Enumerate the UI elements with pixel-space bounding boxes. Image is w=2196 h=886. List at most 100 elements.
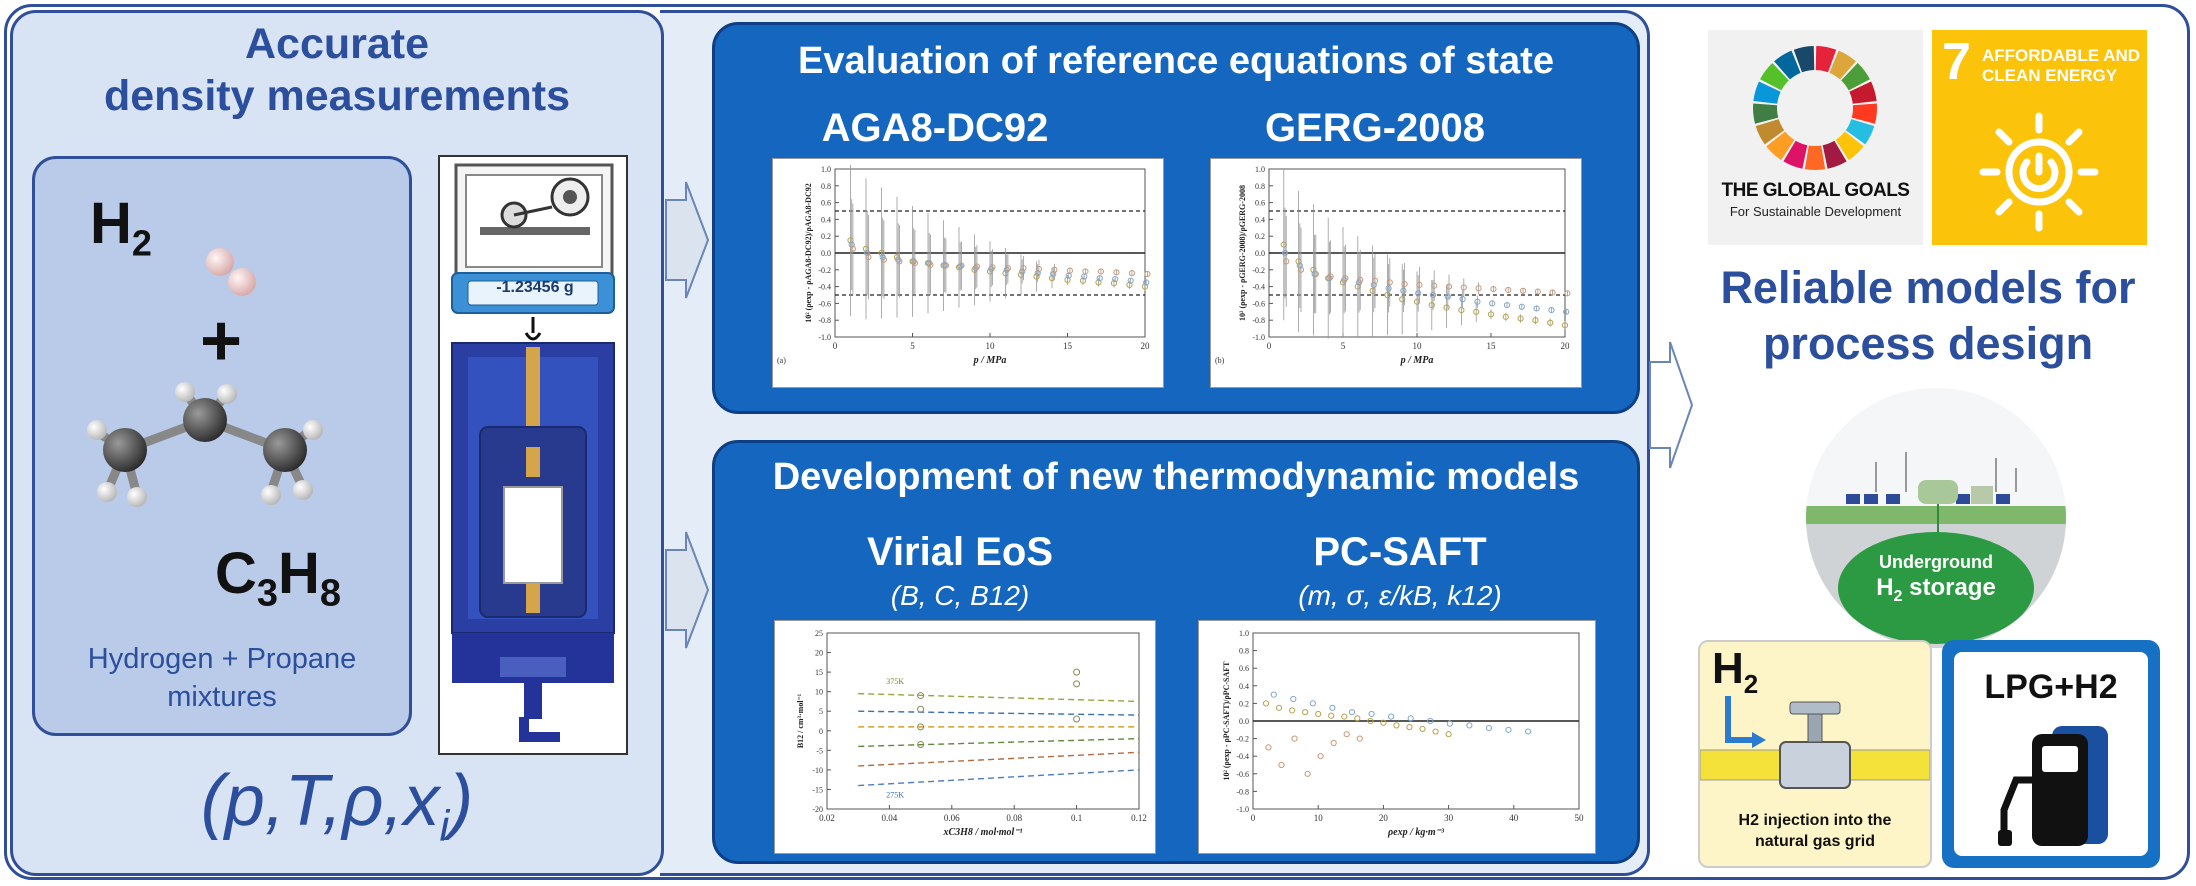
data-point [926,259,933,267]
data-point [1097,268,1104,275]
data-point [1348,709,1356,716]
data-point [1329,704,1336,711]
y-tick-label: 0.6 [821,199,831,208]
mixture-label-line2: mixtures [167,681,277,713]
data-point [865,254,872,261]
sdg-wheel-icon [1753,46,1877,170]
underground-storage-graphic: Underground H2 storage [1806,388,2066,648]
sun-power-icon [1979,112,2099,232]
y-tick-label: -10 [812,766,823,775]
data-point [1564,290,1571,297]
storage-label-line2: H2 storage [1806,574,2066,606]
data-point [1406,724,1413,731]
mixture-label: Hydrogen + Propane mixtures [32,640,412,716]
data-point [1505,286,1512,294]
sdg-wheel-segment [1760,63,1789,91]
chart-d: 1.0 0.8 0.6 0.4 0.2 0.0 -0.2 -0.4 -0.6 -0.8 -1.00 1… [1222,629,1585,838]
data-point [1144,270,1151,278]
data-point [1309,700,1316,707]
data-point [1502,313,1509,320]
data-point [1004,265,1011,272]
x-tick-label: 20 [1379,813,1389,823]
data-point [1326,275,1333,282]
model-b-params: (m, σ, ε/kB, k12) [1298,580,1502,611]
x-tick-label: 50 [1575,813,1585,823]
data-point [1458,307,1465,314]
data-point [989,264,996,271]
y-axis-label: 10² (ρexp - ρGERG-2008)/ρGERG-2008 [1238,185,1247,321]
data-point [1143,279,1150,286]
data-point [1066,267,1073,274]
y-tick-label: 0.8 [1239,647,1249,656]
data-point [1380,719,1387,726]
y-tick-label: -0.2 [818,266,831,275]
y-tick-label: 0.4 [1255,215,1265,224]
reliable-models-line2: process design [1762,318,2094,369]
data-point [1275,704,1283,711]
y-tick-label: -5 [816,746,823,755]
x-tick-label: 0.08 [1006,813,1022,823]
data-point [1427,717,1434,725]
measurement-title-line2: density measurements [103,72,571,120]
data-point [1265,744,1272,751]
data-point [1446,720,1453,727]
sdg-wheel-segment [1753,103,1779,124]
y-tick-label: -0.6 [1252,299,1265,308]
state-variables-text: (p,T,ρ,xi) [200,761,474,851]
y-tick-label: 0.6 [1255,199,1265,208]
h2-symbol: H [90,191,132,256]
injection-label-line2: natural gas grid [1754,833,1876,850]
data-point [1459,296,1466,303]
data-point [1356,735,1363,742]
sdg-wheel-segment [1793,46,1815,73]
x-axis-label: xC3H8 / mol·mol⁻¹ [942,827,1022,838]
data-point [1503,301,1511,309]
sdg-wheel-segment [1835,131,1864,161]
data-point [1291,735,1298,742]
data-point [1079,277,1087,284]
data-point [942,262,949,269]
storage-label-text: storage [1902,574,1996,601]
data-point [1367,717,1374,725]
c3h8-formula: C3H8 [215,540,341,616]
data-point [917,692,925,700]
arrow-to-evaluation-icon [665,181,710,299]
data-point [1278,761,1285,769]
y-axis-label: 10² (ρexp - ρPC-SAFT)/ρPC-SAFT [1222,661,1231,781]
series-line [858,737,1140,748]
data-point [1073,715,1081,723]
y-tick-label: 0.4 [821,215,831,224]
h2-molecule-icon [206,248,256,296]
y-tick-label: -15 [812,785,823,794]
storage-h2-sub: 2 [1893,587,1903,605]
data-point [1296,262,1303,269]
data-point [1393,722,1400,729]
y-tick-label: 10 [815,688,823,697]
y-tick-label: 20 [815,649,823,658]
data-point [957,263,964,270]
y-tick-label: 0.0 [1255,249,1265,258]
y-tick-label: -0.4 [1236,752,1249,761]
data-point [895,256,902,263]
chart-a-frame: 1.0 0.8 0.6 0.4 0.2 0.0 -0.2 -0.4 -0.6 -0.8 -1.0 0 5… [772,158,1164,388]
data-point [1327,273,1334,280]
x-axis-label: p / MPa [973,355,1007,366]
data-point [1073,680,1081,688]
series-line [858,692,1140,703]
data-point [1315,710,1322,718]
series-line [858,751,1140,767]
data-point [1519,287,1527,294]
data-point [1563,308,1570,315]
data-point [1127,277,1134,284]
y-tick-label: -1.0 [818,333,831,342]
chart-b-frame: 1.0 0.8 0.6 0.4 0.2 0.0 -0.2 -0.4 -0.6 -0.8 -1.0 0 5… [1210,158,1582,388]
y-tick-label: 0 [819,727,823,736]
lpg-h2-tile: LPG+H2 [1942,640,2160,868]
data-point [1474,298,1481,305]
data-point [927,261,934,268]
global-goals-logo: THE GLOBAL GOALS For Sustainable Develop… [1708,30,1923,245]
data-point [958,262,965,269]
data-point [1428,301,1435,309]
data-point [1371,277,1379,284]
data-point [1073,668,1081,676]
